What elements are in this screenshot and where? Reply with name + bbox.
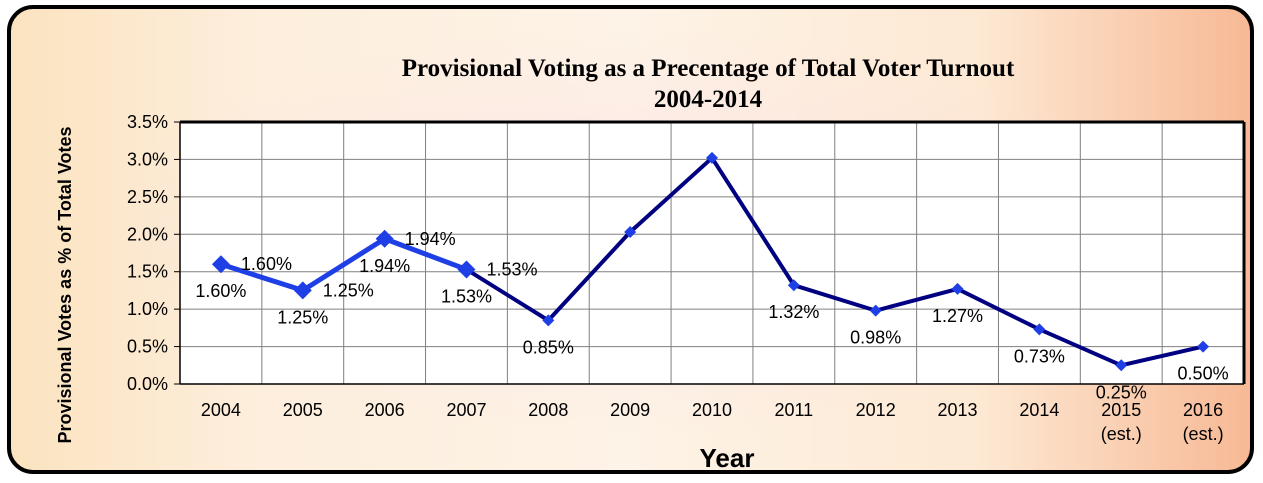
data-label: 0.98% [850,328,901,348]
data-label: 0.85% [523,337,574,357]
data-point [1115,359,1128,372]
data-point [706,151,718,164]
y-tick-label: 2.5% [127,187,168,207]
data-label: 1.94% [359,256,410,276]
series-line [220,236,468,293]
data-point [375,229,394,248]
data-label: 1.25% [277,307,328,327]
data-label: 0.50% [1178,364,1229,384]
y-tick-label: 1.5% [127,262,168,282]
data-labels: 1.60% 1.25% 1.94% 1.53% 0.85% 1.32% 0.98% 1.27%… [195,229,1228,403]
x-tick-label: 2008 [528,400,568,420]
data-point [951,282,964,295]
data-label: 1.32% [768,302,819,322]
x-tick-label: 2012 [856,400,896,420]
series-lines [211,151,1210,372]
data-label: 1.60% [195,281,246,301]
data-label: 0.73% [1014,346,1065,366]
data-label: 1.94% [405,229,456,249]
x-tick-label: 2005 [283,400,323,420]
data-label: 1.53% [441,286,492,306]
x-tick-label: 2010 [692,400,732,420]
y-tick-label: 0.5% [127,337,168,357]
x-tick-label: 2011 [774,400,813,420]
data-point [869,304,882,317]
x-tick-label: 2013 [938,400,978,420]
y-tick-label: 3.5% [127,112,168,132]
y-tick-label: 2.0% [127,224,168,244]
y-tick-label: 3.0% [127,149,168,169]
x-tick-label: 2009 [610,400,650,420]
data-point [457,260,476,279]
data-point [542,314,555,327]
data-point [787,279,800,292]
axis-ticks: 0.0% 0.5% 1.0% 1.5% 2.0% 2.5% 3.0% 3.5% 2004 2005… [127,112,1224,444]
data-point [1033,323,1046,336]
y-tick-label: 1.0% [127,299,168,319]
chart-subtitle: 2004-2014 [654,86,763,113]
data-point [293,281,312,300]
data-label: 0.25% [1096,382,1147,402]
y-axis-title: Provisional Votes as % of Total Votes [55,126,75,443]
x-tick-label: 2004 [201,400,241,420]
x-tick-label: 2014 [1019,400,1059,420]
data-label: 1.25% [323,280,374,300]
x-axis-title: Year [700,443,755,473]
chart-title: Provisional Voting as a Precentage of To… [402,55,1015,82]
x-tick-label: 2007 [446,400,486,420]
data-label: 1.53% [486,259,537,279]
x-tick-label: 2006 [365,400,405,420]
data-point [624,226,637,239]
data-point [1197,340,1210,353]
x-tick-label: 2016 (est.) [1183,400,1224,444]
y-tick-label: 0.0% [127,374,168,394]
data-label: 1.60% [241,254,292,274]
data-point [211,255,230,274]
x-tick-label: 2015 (est.) [1101,400,1142,444]
data-label: 1.27% [932,306,983,326]
